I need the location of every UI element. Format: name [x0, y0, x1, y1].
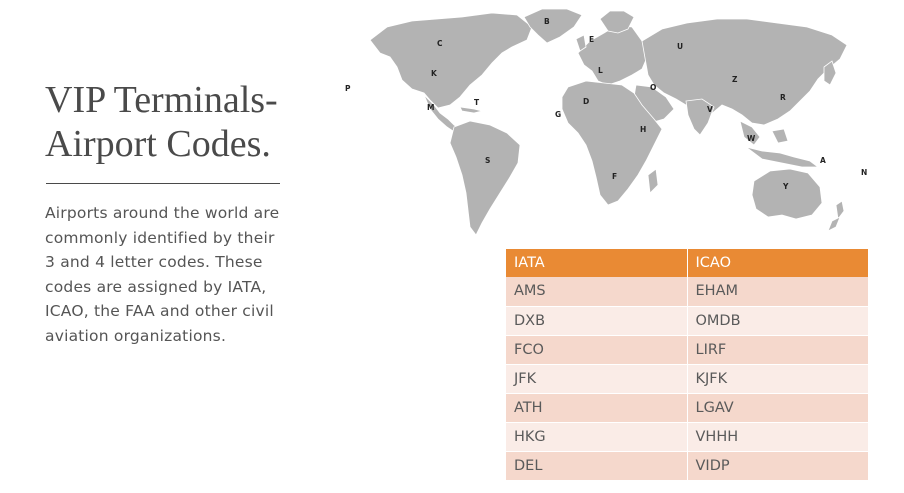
description-line: commonly identified by their: [45, 228, 275, 247]
map-marker: B: [544, 17, 550, 26]
table-header-row: IATA ICAO: [506, 249, 869, 277]
map-marker: P: [345, 84, 351, 93]
description-line: 3 and 4 letter codes. These: [45, 253, 263, 271]
page-title: VIP Terminals- Airport Codes.: [45, 78, 345, 166]
airport-codes-table: IATA ICAO AMS EHAM DXB OMDB FCO LIRF JFK…: [506, 249, 869, 481]
column-header-iata: IATA: [506, 249, 688, 277]
table-row: JFK KJFK: [506, 364, 869, 394]
map-marker: W: [747, 134, 756, 143]
map-marker: M: [427, 103, 434, 112]
map-marker: F: [612, 172, 617, 181]
icao-cell: KJFK: [687, 364, 869, 394]
map-marker: Z: [732, 75, 738, 84]
icao-cell: VHHH: [687, 422, 869, 452]
iata-cell: HKG: [506, 422, 688, 452]
table-row: DEL VIDP: [506, 451, 869, 481]
icao-cell: LGAV: [687, 393, 869, 423]
world-map: B C E U K L P M T D G O Z R V H S W A N …: [345, 8, 867, 236]
iata-cell: AMS: [506, 277, 688, 307]
icao-cell: VIDP: [687, 451, 869, 481]
iata-cell: FCO: [506, 335, 688, 365]
map-marker: T: [474, 98, 480, 107]
map-marker-labels: B C E U K L P M T D G O Z R V H S W A N …: [345, 17, 867, 191]
title-divider: [46, 183, 280, 184]
icao-cell: EHAM: [687, 277, 869, 307]
map-marker: L: [598, 66, 603, 75]
map-marker: E: [589, 35, 594, 44]
column-header-icao: ICAO: [687, 249, 869, 277]
description-line: aviation organizations.: [45, 326, 227, 345]
map-marker: K: [431, 69, 438, 78]
table-row: ATH LGAV: [506, 393, 869, 423]
map-marker: C: [437, 39, 443, 48]
map-marker: G: [555, 110, 561, 119]
table-row: DXB OMDB: [506, 306, 869, 336]
iata-cell: JFK: [506, 364, 688, 394]
description-line: codes are assigned by IATA,: [45, 277, 267, 296]
title-line-2: Airport Codes.: [45, 123, 271, 165]
iata-cell: DXB: [506, 306, 688, 336]
iata-cell: DEL: [506, 451, 688, 481]
table-row: FCO LIRF: [506, 335, 869, 365]
map-marker: O: [650, 83, 656, 92]
table-row: HKG VHHH: [506, 422, 869, 452]
map-marker: U: [677, 42, 683, 51]
map-marker: D: [583, 97, 589, 106]
icao-cell: LIRF: [687, 335, 869, 365]
title-line-1: VIP Terminals-: [45, 79, 278, 121]
map-marker: R: [780, 93, 786, 102]
map-marker: V: [707, 105, 713, 114]
map-marker: H: [640, 125, 646, 134]
map-marker: N: [861, 168, 867, 177]
map-marker: S: [485, 156, 490, 165]
description-line: Airports around the world are: [45, 204, 280, 222]
iata-cell: ATH: [506, 393, 688, 423]
description-line: ICAO, the FAA and other civil: [45, 302, 274, 320]
world-map-land: [369, 8, 848, 236]
map-marker: Y: [782, 182, 789, 191]
description-paragraph: Airports around the world are commonly i…: [45, 201, 310, 348]
icao-cell: OMDB: [687, 306, 869, 336]
map-marker: A: [820, 156, 826, 165]
table-row: AMS EHAM: [506, 277, 869, 307]
